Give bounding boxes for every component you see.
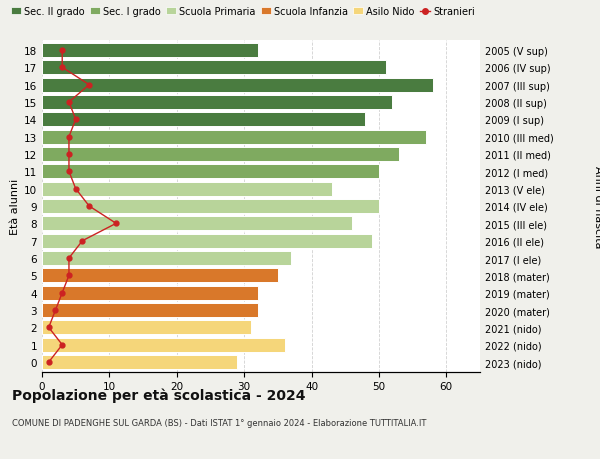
Y-axis label: Età alunni: Età alunni [10, 179, 20, 235]
Bar [42, 355, 238, 369]
Bar [42, 200, 379, 213]
Y-axis label: Anni di nascita: Anni di nascita [593, 165, 600, 248]
Bar [42, 217, 352, 231]
Bar [42, 44, 257, 58]
Legend: Sec. II grado, Sec. I grado, Scuola Primaria, Scuola Infanzia, Asilo Nido, Stran: Sec. II grado, Sec. I grado, Scuola Prim… [11, 7, 475, 17]
Bar [42, 61, 386, 75]
Bar [42, 286, 257, 300]
Bar [42, 252, 292, 266]
Bar [42, 303, 257, 318]
Bar [42, 269, 278, 283]
Bar [42, 182, 332, 196]
Bar [42, 130, 426, 145]
Bar [42, 234, 372, 248]
Text: COMUNE DI PADENGHE SUL GARDA (BS) - Dati ISTAT 1° gennaio 2024 - Elaborazione TU: COMUNE DI PADENGHE SUL GARDA (BS) - Dati… [12, 418, 427, 427]
Bar [42, 165, 379, 179]
Bar [42, 113, 365, 127]
Bar [42, 338, 284, 352]
Bar [42, 95, 392, 110]
Bar [42, 320, 251, 335]
Text: Popolazione per età scolastica - 2024: Popolazione per età scolastica - 2024 [12, 388, 305, 403]
Bar [42, 78, 433, 93]
Bar [42, 147, 399, 162]
